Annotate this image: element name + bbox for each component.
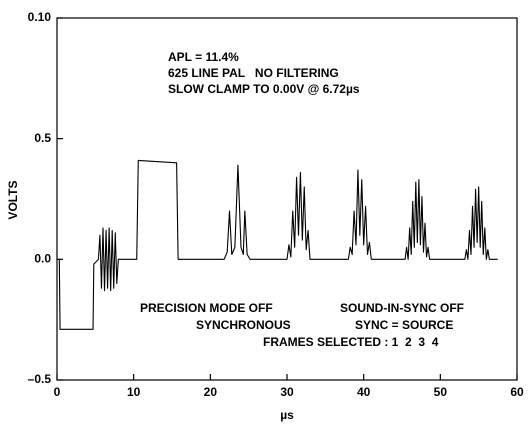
- x-tick-label: 40: [357, 385, 371, 399]
- annotation: APL = 11.4%: [168, 50, 239, 64]
- x-tick-label: 0: [54, 385, 61, 399]
- y-tick-label: –0.5: [28, 372, 52, 386]
- y-tick-label: 0.5: [34, 131, 51, 145]
- y-tick-label: 0.10: [28, 10, 52, 24]
- x-axis-label: µs: [280, 408, 294, 422]
- annotation: SOUND-IN-SYNC OFF: [340, 301, 464, 315]
- annotation: PRECISION MODE OFF: [140, 301, 273, 315]
- x-tick-label: 60: [510, 385, 524, 399]
- x-tick-label: 30: [280, 385, 294, 399]
- annotation: SYNCHRONOUS: [196, 318, 291, 332]
- y-tick-label: 0.0: [34, 252, 51, 266]
- x-tick-label: 20: [204, 385, 218, 399]
- waveform: [57, 159, 498, 330]
- annotation: SYNC = SOURCE: [355, 318, 453, 332]
- annotation: SLOW CLAMP TO 0.00V @ 6.72µs: [168, 82, 360, 96]
- annotation: FRAMES SELECTED : 1 2 3 4: [263, 335, 439, 349]
- y-axis-label: VOLTS: [6, 180, 20, 219]
- x-tick-label: 50: [434, 385, 448, 399]
- x-tick-label: 10: [127, 385, 141, 399]
- annotation: 625 LINE PAL NO FILTERING: [168, 66, 339, 80]
